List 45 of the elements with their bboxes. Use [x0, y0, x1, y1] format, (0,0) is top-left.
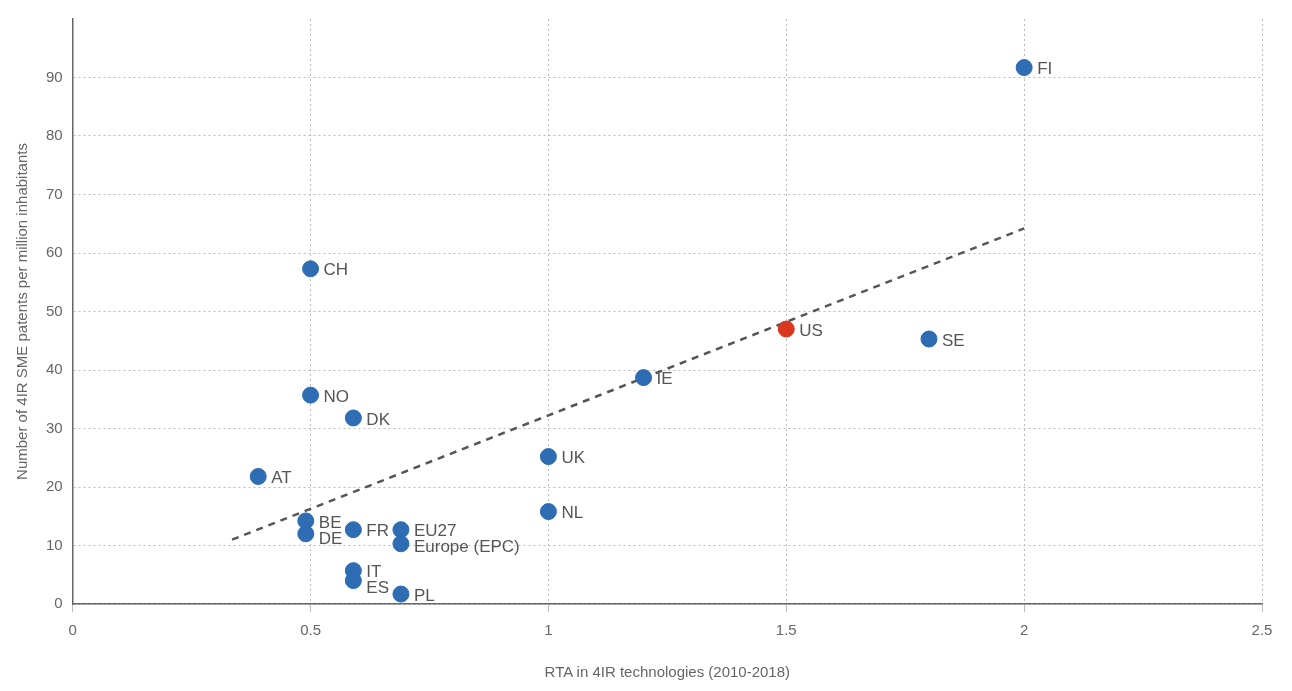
point — [249, 467, 267, 485]
x-tick-label: 1 — [544, 621, 553, 639]
annotation: SE — [941, 330, 965, 350]
y-tick-label: 40 — [46, 360, 63, 378]
point — [392, 521, 410, 539]
annotation: CH — [323, 260, 349, 280]
y-tick-label: 60 — [46, 243, 63, 261]
point — [392, 535, 410, 553]
x-tick-label: 0 — [68, 621, 77, 639]
point — [539, 448, 557, 466]
point — [920, 330, 938, 348]
point — [344, 409, 362, 427]
x-axis-title: RTA in 4IR technologies (2010-2018) — [544, 663, 791, 681]
x-tick-label: 1.5 — [775, 621, 797, 639]
annotation: DK — [366, 409, 391, 429]
y-tick-label: 30 — [46, 418, 63, 436]
annotation: UK — [561, 448, 586, 468]
annotation: FI — [1037, 59, 1053, 79]
annotation: IE — [656, 369, 673, 389]
point — [344, 521, 362, 539]
y-tick-label: 10 — [46, 535, 63, 553]
annotation: NO — [323, 386, 350, 406]
x-tick-label: 0.5 — [300, 621, 321, 639]
point — [1015, 59, 1033, 77]
point — [635, 369, 653, 387]
y-axis-title: Number of 4IR SME patents per million inhabitants — [13, 143, 31, 480]
y-tick-label: 80 — [46, 126, 63, 144]
y-tick-label: 20 — [46, 477, 63, 495]
annotation: PL — [413, 585, 435, 605]
point — [777, 320, 795, 338]
point — [539, 503, 557, 521]
annotation: FR — [366, 521, 390, 541]
y-tick-label: 0 — [54, 594, 63, 612]
y-tick-label: 90 — [46, 67, 63, 85]
x-tick-label: 2.5 — [1251, 621, 1273, 639]
point — [297, 525, 315, 543]
annotation: US — [799, 320, 823, 340]
point — [302, 386, 320, 404]
y-tick-label: 50 — [46, 301, 63, 319]
annotation: NL — [561, 503, 584, 523]
point — [392, 585, 410, 603]
y-tick-label: 70 — [46, 184, 63, 202]
point — [302, 260, 320, 278]
annotation: AT — [271, 468, 292, 488]
x-tick-label: 2 — [1019, 621, 1029, 639]
